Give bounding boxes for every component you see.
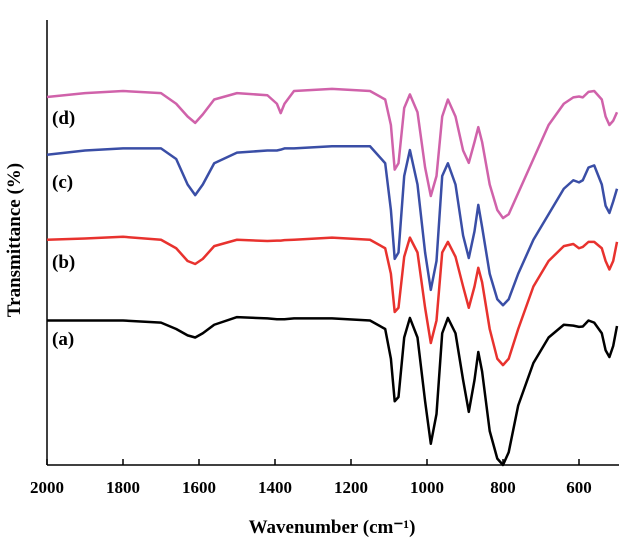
x-tick-label: 1000 xyxy=(410,478,444,497)
x-tick-label: 1800 xyxy=(106,478,140,497)
x-tick-label: 800 xyxy=(490,478,516,497)
x-tick-label: 600 xyxy=(566,478,592,497)
series-label: (d) xyxy=(52,108,75,129)
series-label: (b) xyxy=(52,252,75,273)
x-axis-title: Wavenumber (cm⁻¹) xyxy=(249,517,416,538)
y-axis-title: Transmittance (%) xyxy=(4,163,25,317)
spectrum-line xyxy=(46,235,619,367)
x-tick-label: 1400 xyxy=(258,478,292,497)
x-tick-label: 1200 xyxy=(334,478,368,497)
series-label: (a) xyxy=(52,329,74,350)
spectrum-line xyxy=(46,87,619,220)
series-label: (c) xyxy=(52,172,73,193)
spectrum-line xyxy=(46,145,619,307)
spectrum-line xyxy=(47,315,619,467)
x-tick-label: 2000 xyxy=(30,478,64,497)
x-tick-label: 1600 xyxy=(182,478,216,497)
